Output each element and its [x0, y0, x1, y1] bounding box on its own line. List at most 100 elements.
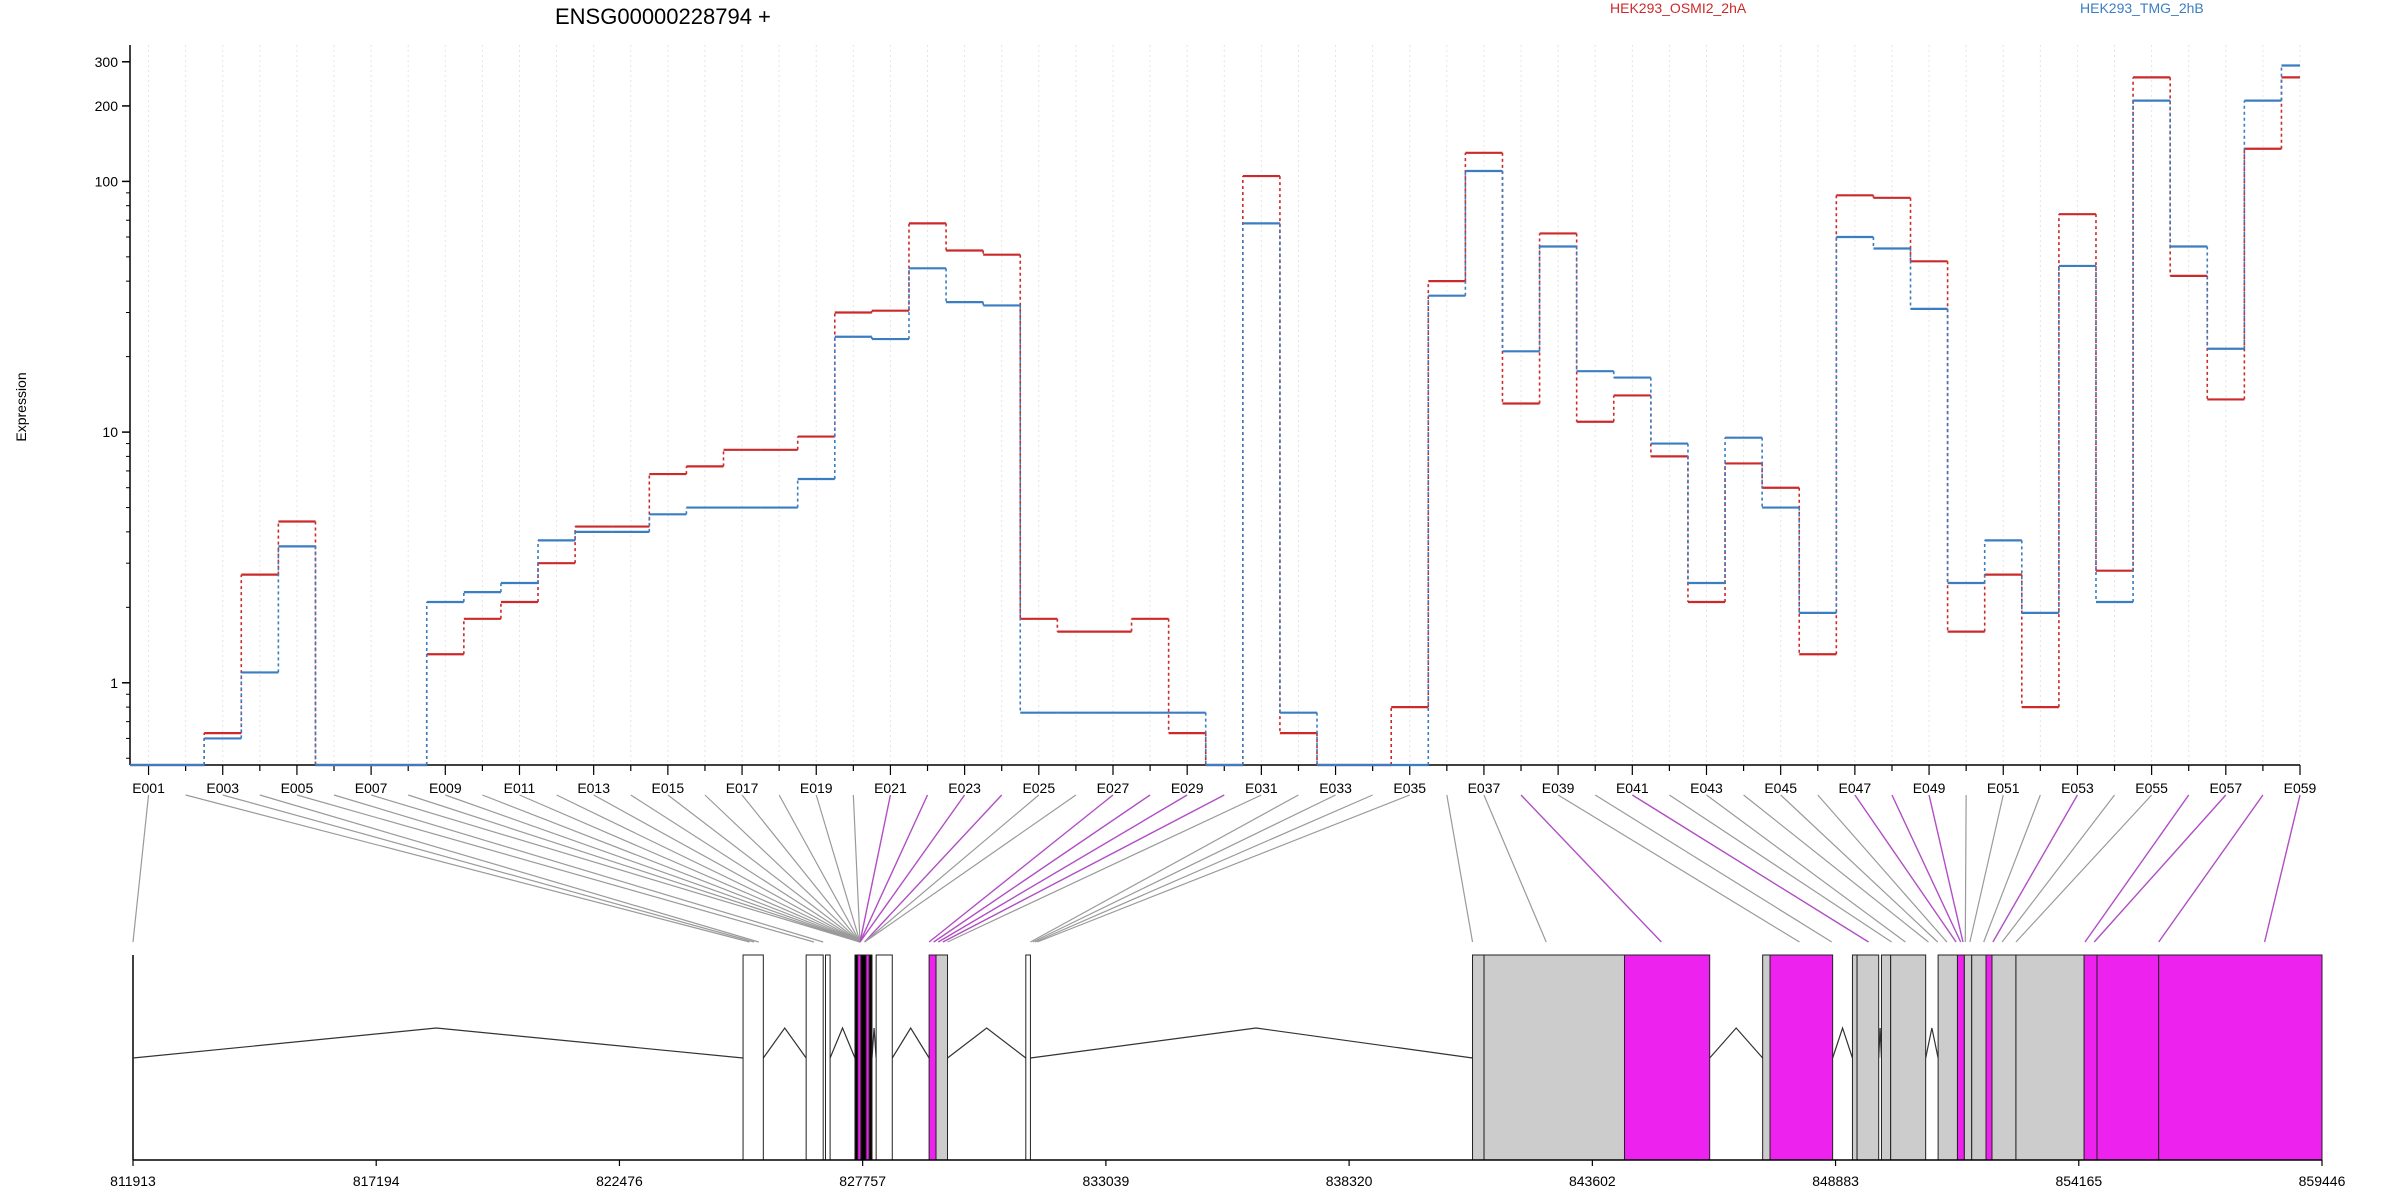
genomic-tick-label: 859446 [2299, 1173, 2346, 1189]
genomic-tick-label: 817194 [353, 1173, 400, 1189]
x-tick-label: E037 [1468, 780, 1501, 796]
connector-highlight [2158, 794, 2264, 943]
genomic-tick-label: 811913 [110, 1173, 156, 1189]
genomic-tick-label: 838320 [1326, 1173, 1373, 1189]
connector-highlight [2084, 794, 2190, 943]
exon-box [1963, 954, 1973, 1161]
y-axis-label: Expression [13, 372, 29, 441]
connector [1817, 794, 1948, 943]
exon-box [1971, 954, 1987, 1161]
connector [408, 794, 861, 943]
connector [1557, 794, 1800, 943]
y-tick-label: 300 [95, 54, 119, 70]
x-tick-label: E039 [1542, 780, 1575, 796]
genomic-coordinate-axis: 811913 817194 822476 827757 833039 838320 8436… [110, 1159, 2346, 1189]
x-tick-label: E015 [652, 780, 685, 796]
x-tick-label: E021 [874, 780, 907, 796]
connector [222, 794, 755, 943]
exon-box [2015, 954, 2085, 1161]
connector [2001, 794, 2116, 943]
connector [185, 794, 750, 943]
exon-box [824, 954, 831, 1161]
vertical-gridlines [148, 45, 2301, 765]
intron-line [1030, 1027, 1473, 1059]
exon-box [1851, 954, 1858, 1161]
connector-highlight [937, 794, 1188, 943]
connector-highlight [1928, 794, 1964, 943]
genomic-tick-label: 854165 [2055, 1173, 2102, 1189]
exon-box [1856, 954, 1880, 1161]
connector-highlight [942, 794, 1225, 943]
x-tick-label: E025 [1022, 780, 1055, 796]
exon-box [868, 954, 873, 1161]
connector-highlight [859, 794, 892, 943]
connector-highlight [859, 794, 966, 943]
legend-series-tmg: HEK293_TMG_2hB [2080, 0, 2204, 16]
exon-box [1623, 954, 1711, 1161]
intron-line [871, 1027, 877, 1059]
connector [1030, 794, 1299, 943]
connector [132, 794, 150, 943]
series-0 [130, 76, 2300, 767]
connector [1594, 794, 1833, 943]
connector-highlight [859, 794, 929, 943]
connector [259, 794, 759, 943]
chart-title: ENSG00000228794 + [555, 4, 771, 29]
connector [947, 794, 1262, 943]
connector-highlight [1631, 794, 1869, 943]
connector [1483, 794, 1547, 943]
x-tick-label: E009 [429, 780, 462, 796]
exon-box [1769, 954, 1834, 1161]
x-tick-label: E033 [1319, 780, 1352, 796]
connector [778, 794, 861, 943]
connector-highlight [1854, 794, 1957, 943]
exon-box [875, 954, 893, 1161]
y-axis: 1 10 100 200 300 [95, 45, 131, 765]
exon-box [860, 954, 867, 1161]
genomic-tick-label: 827757 [839, 1173, 886, 1189]
exon-box [1956, 954, 1965, 1161]
exon-box [1025, 954, 1031, 1161]
x-tick-label: E013 [577, 780, 610, 796]
exon-box [2096, 954, 2160, 1161]
x-tick-label: E011 [504, 780, 536, 796]
intron-line [1925, 1027, 1939, 1059]
connector-highlight [933, 794, 1151, 943]
exon-box [935, 954, 949, 1161]
y-tick-label: 100 [95, 173, 119, 189]
intron-line [762, 1026, 807, 1059]
exon-box [1890, 954, 1927, 1161]
series-1 [130, 64, 2300, 767]
x-tick-label: E031 [1245, 780, 1278, 796]
connector-highlight [2093, 794, 2227, 943]
connector-highlight [1992, 794, 2079, 943]
intron-line [132, 1027, 744, 1059]
connector [2015, 794, 2153, 943]
gene-model [132, 954, 2323, 1161]
genomic-tick-label: 848883 [1812, 1173, 1859, 1189]
intron-line [1832, 1026, 1854, 1059]
connector [1706, 794, 1906, 943]
legend-series-osmi2: HEK293_OSMI2_2hA [1610, 0, 1747, 16]
exon-box [1985, 954, 1993, 1161]
series-lines [130, 64, 2300, 767]
exon-box [1991, 954, 2017, 1161]
exon-box [805, 954, 824, 1161]
connector [1446, 794, 1474, 943]
x-tick-label: E045 [1764, 780, 1797, 796]
exon-box [1472, 954, 1485, 1161]
connector [741, 794, 861, 943]
connector [815, 794, 861, 943]
connector [667, 794, 861, 943]
connector [864, 794, 1040, 943]
connector [1983, 794, 2041, 943]
x-tick-label: E059 [2284, 780, 2317, 796]
exon-box [2158, 954, 2323, 1161]
connector [630, 794, 861, 943]
connector [593, 794, 861, 943]
x-tick-label: E005 [281, 780, 314, 796]
x-tick-label: E007 [355, 780, 388, 796]
connector [556, 794, 861, 943]
connector [482, 794, 861, 943]
connector [333, 794, 824, 943]
